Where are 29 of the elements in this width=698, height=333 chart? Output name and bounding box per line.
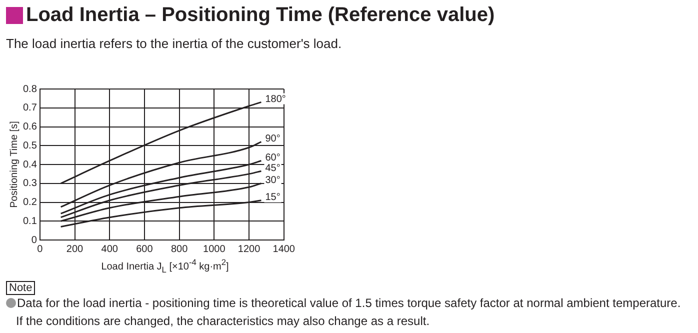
- x-axis-title: Load Inertia J$_{L}$ [×10$^{-4}$ kg·m$^{2}$]: [100, 257, 230, 274]
- y-tick-label: 0.1: [22, 216, 38, 227]
- x-tick-label: 400: [101, 244, 118, 255]
- text: If the conditions are changed, the characteristics may also change as a result.: [16, 314, 430, 328]
- x-tick-label: 1000: [203, 244, 226, 255]
- chart-title: Load Inertia – Positioning Time (Reference value): [26, 4, 495, 27]
- series-label: 30°: [265, 175, 280, 186]
- y-tick-label: 0.3: [22, 178, 38, 190]
- y-tick-label: 0.8: [22, 84, 38, 95]
- y-tick-label: 0.6: [22, 122, 38, 132]
- chart-subtitle: The load inertia refers to the inertia of the customer's load.: [6, 36, 342, 51]
- series-label: 180°: [265, 94, 286, 105]
- series-label: 45°: [265, 162, 280, 174]
- x-tick-label: 1200: [238, 244, 261, 255]
- series-label: 60°: [265, 152, 280, 164]
- y-tick-label: 0.2: [22, 197, 38, 208]
- x-tick-label: 1400: [272, 244, 296, 255]
- y-tick-label: 0.7: [22, 102, 38, 114]
- text: Data for the load inertia - positioning time is theoretical value of 1.5 times torque safety factor at normal ambient temperature.: [17, 296, 681, 310]
- y-tick-label: 0: [31, 234, 38, 246]
- x-tick-label: 600: [136, 244, 154, 255]
- y-tick-label: 0.5: [22, 140, 38, 152]
- series-label: 15°: [265, 192, 280, 204]
- y-axis-title: Positioning Time [s]: [8, 120, 20, 208]
- text: Note: [6, 281, 36, 295]
- series-label: 90°: [265, 134, 280, 145]
- x-tick-label: 200: [66, 244, 84, 255]
- x-tick-label: 800: [170, 244, 188, 255]
- y-tick-label: 0.4: [22, 159, 38, 170]
